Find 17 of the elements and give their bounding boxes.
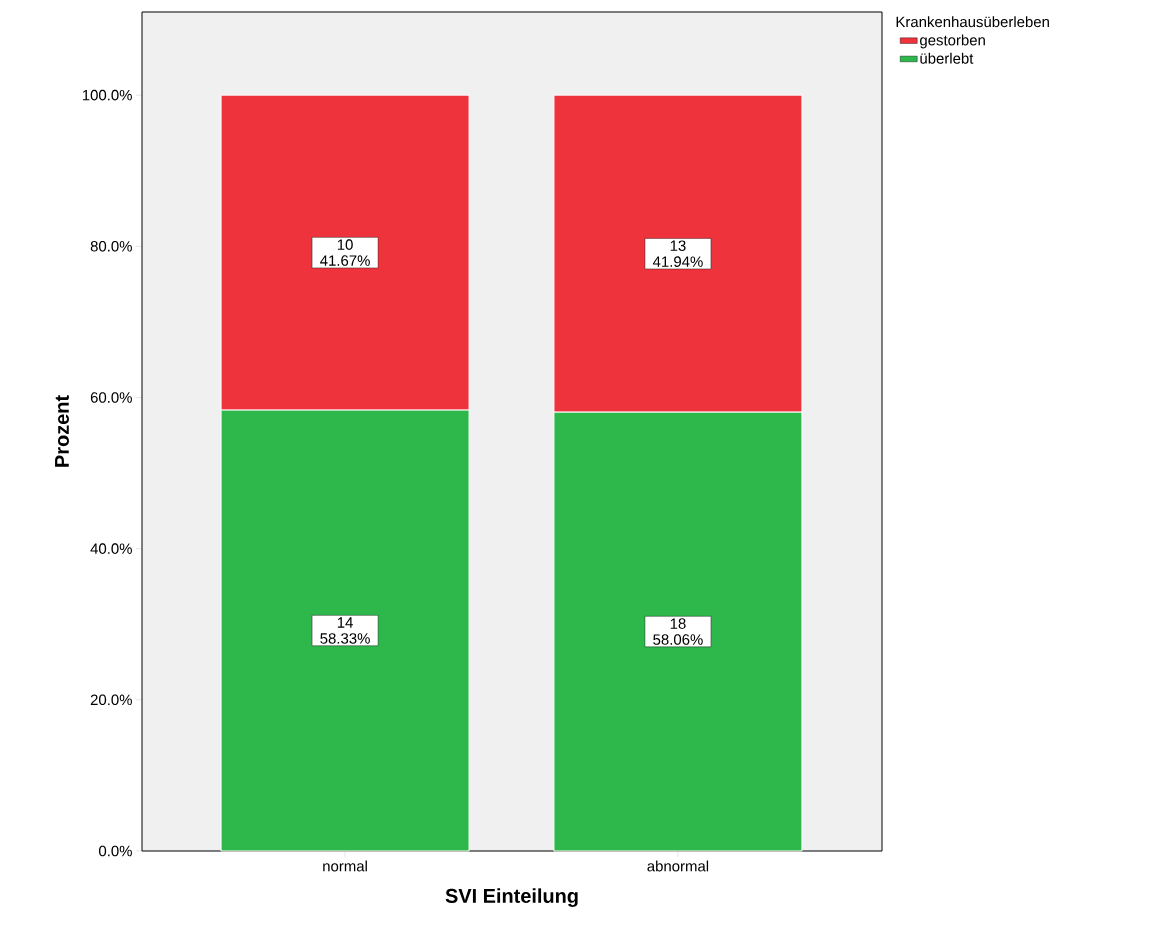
y-tick-label: 80.0% xyxy=(90,241,132,252)
x-tick-label: normal xyxy=(323,860,367,872)
legend-title: Krankenhausüberleben xyxy=(896,16,1049,28)
y-tick-label: 20.0% xyxy=(90,694,132,706)
x-tick-label: abnormal xyxy=(647,860,709,872)
y-tick-label: 40.0% xyxy=(90,543,132,554)
data-label: 13 41.94% xyxy=(652,240,703,267)
y-tick-label: 60.0% xyxy=(90,392,132,403)
data-label: 18 58.06% xyxy=(653,618,703,645)
y-tick-label: 0.0% xyxy=(99,845,132,857)
y-axis-title: Prozent xyxy=(55,395,69,467)
legend-label: gestorben xyxy=(920,34,985,49)
y-tick-label: 100.0% xyxy=(82,89,132,101)
x-axis-title: SVI Einteilung xyxy=(445,888,578,907)
data-label: 14 58.33% xyxy=(320,617,370,644)
data-label: 10 41.67% xyxy=(320,239,370,266)
legend-label: überlebt xyxy=(920,52,974,64)
